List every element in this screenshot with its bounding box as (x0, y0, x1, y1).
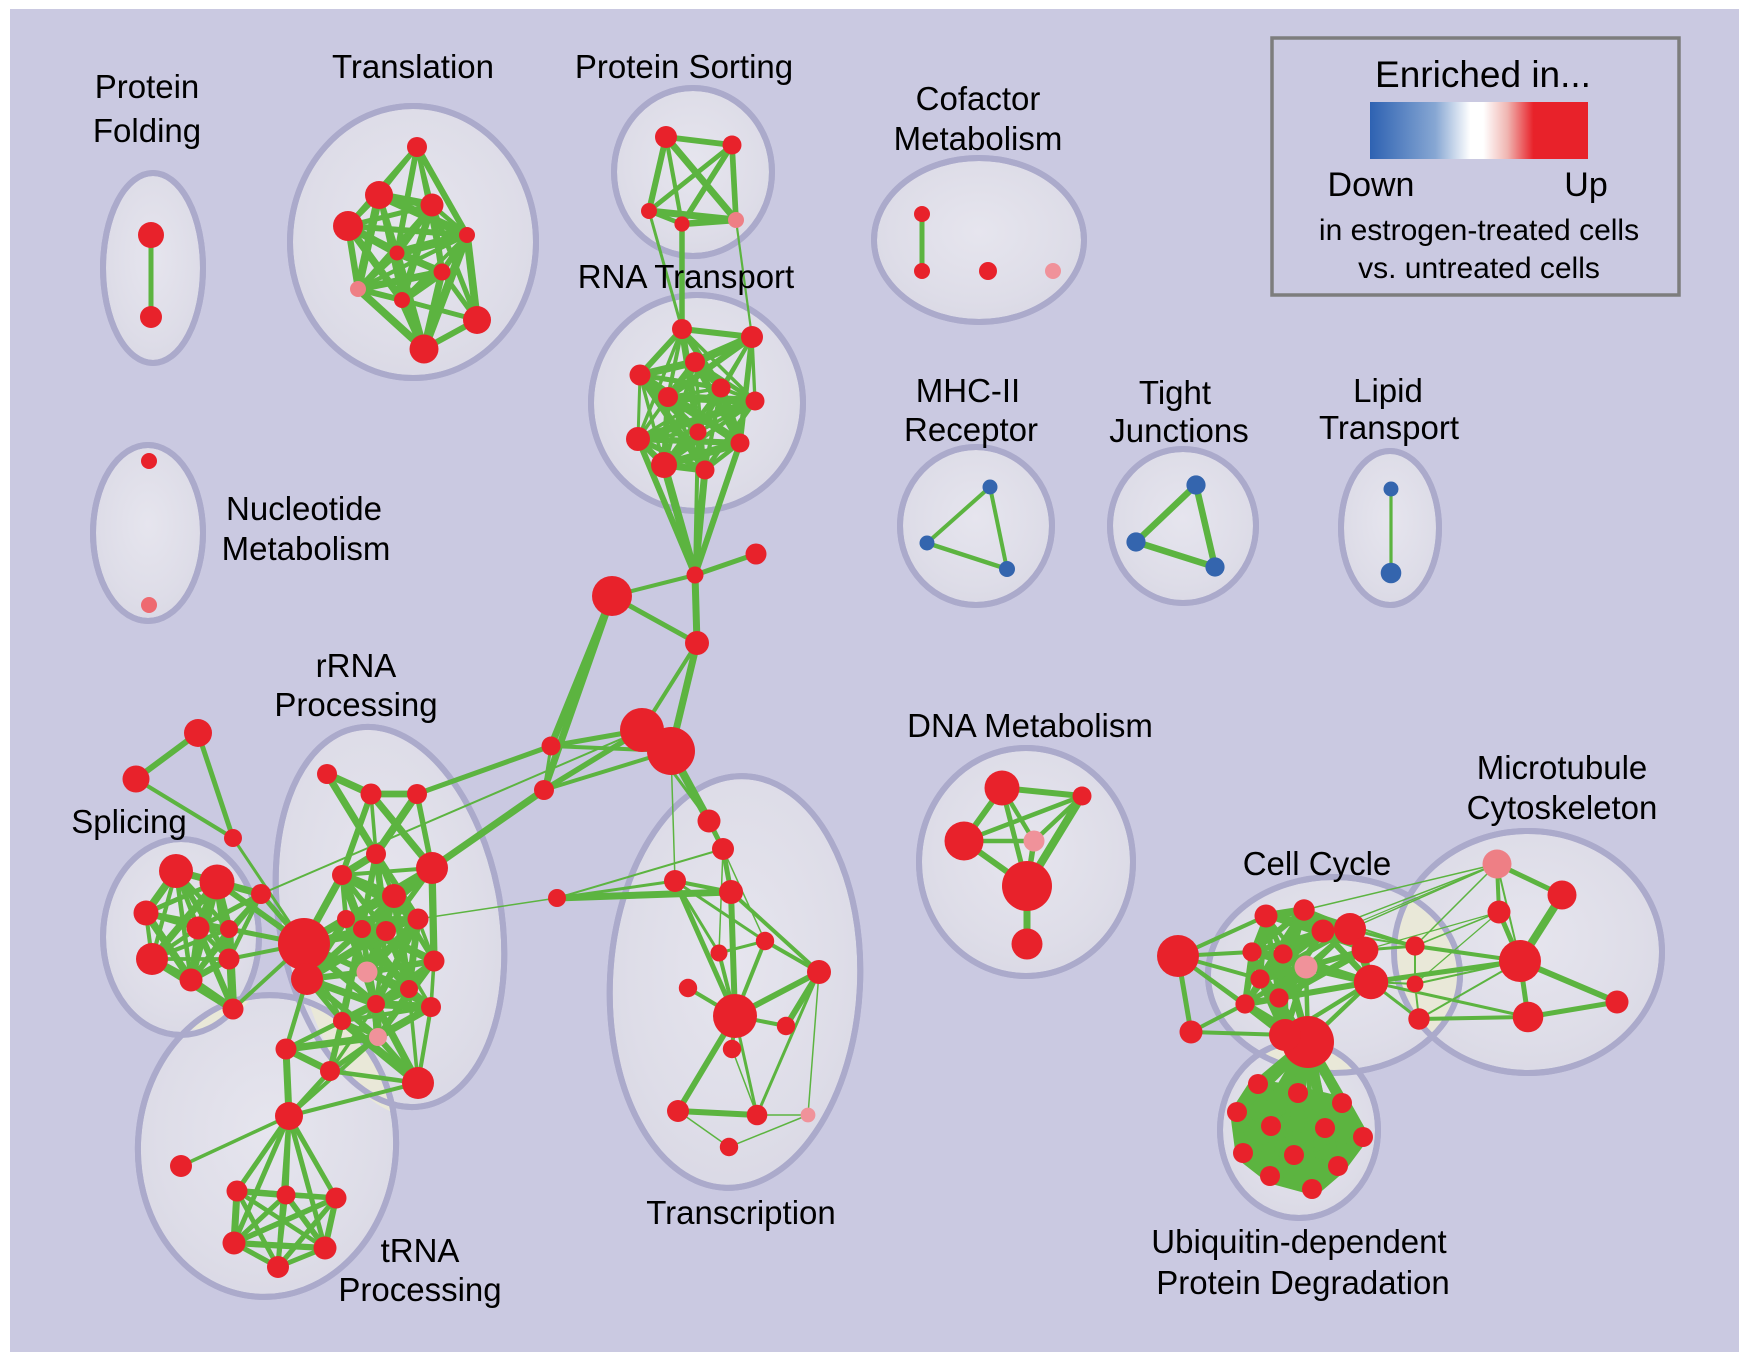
svg-text:Translation: Translation (332, 48, 494, 85)
svg-text:in estrogen-treated cells: in estrogen-treated cells (1319, 214, 1639, 247)
svg-text:Tight: Tight (1139, 374, 1211, 411)
svg-text:tRNA: tRNA (381, 1232, 460, 1269)
svg-text:vs. untreated cells: vs. untreated cells (1358, 252, 1600, 285)
svg-text:Receptor: Receptor (904, 411, 1038, 448)
svg-text:Protein Degradation: Protein Degradation (1156, 1264, 1450, 1301)
svg-text:Folding: Folding (93, 112, 201, 149)
svg-text:Lipid: Lipid (1353, 372, 1423, 409)
svg-text:Microtubule: Microtubule (1477, 749, 1648, 786)
svg-text:Up: Up (1564, 166, 1607, 204)
svg-text:Down: Down (1328, 166, 1415, 204)
svg-text:Ubiquitin-dependent: Ubiquitin-dependent (1151, 1223, 1446, 1260)
svg-text:Splicing: Splicing (71, 803, 187, 840)
svg-text:Nucleotide: Nucleotide (226, 490, 382, 527)
svg-text:Protein: Protein (95, 68, 200, 105)
svg-text:Cofactor: Cofactor (916, 80, 1041, 117)
svg-text:Junctions: Junctions (1109, 412, 1248, 449)
svg-text:Protein Sorting: Protein Sorting (575, 48, 793, 85)
svg-text:rRNA: rRNA (316, 647, 397, 684)
svg-text:Cytoskeleton: Cytoskeleton (1467, 789, 1658, 826)
svg-text:RNA Transport: RNA Transport (578, 258, 794, 295)
svg-text:Cell Cycle: Cell Cycle (1243, 845, 1392, 882)
svg-text:Enriched in...: Enriched in... (1375, 54, 1591, 95)
svg-text:Processing: Processing (338, 1271, 501, 1308)
svg-text:MHC-II: MHC-II (916, 372, 1020, 409)
svg-text:Transcription: Transcription (646, 1194, 836, 1231)
svg-text:Transport: Transport (1319, 409, 1459, 446)
svg-text:Processing: Processing (274, 686, 437, 723)
svg-text:DNA Metabolism: DNA Metabolism (907, 707, 1153, 744)
svg-text:Metabolism: Metabolism (894, 120, 1063, 157)
svg-text:Metabolism: Metabolism (222, 530, 391, 567)
